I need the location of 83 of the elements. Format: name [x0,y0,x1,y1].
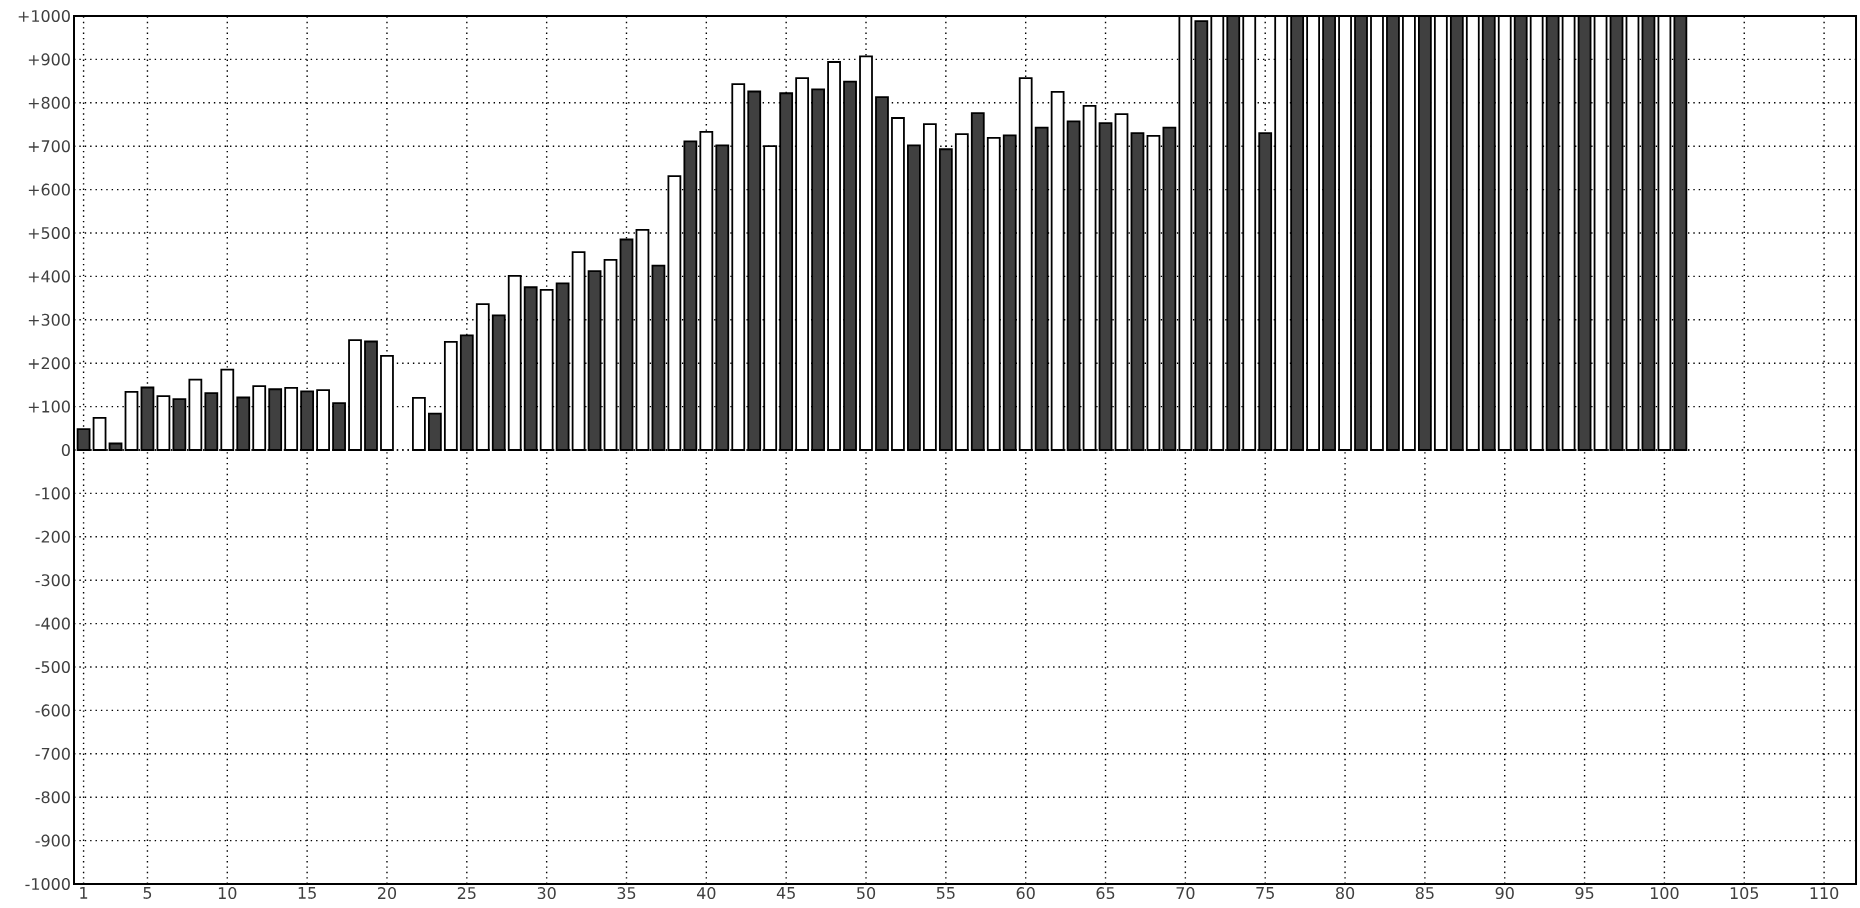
x-tick-label: 25 [457,887,476,900]
y-tick-label: +700 [28,140,70,153]
x-tick-label: 100 [1650,887,1679,900]
bar [954,133,969,451]
bar [427,412,442,451]
x-tick-label: 65 [1096,887,1115,900]
bar [443,341,458,451]
x-tick-label: 55 [936,887,955,899]
x-tick-label: 30 [537,887,556,900]
bar [843,80,857,451]
bar [507,275,522,451]
bar [779,92,794,451]
y-tick-label: -100 [35,487,70,500]
y-tick-label: -600 [35,704,70,717]
y-tick-label: 0 [61,443,70,457]
bar [412,397,426,451]
x-tick-label: 40 [696,887,716,900]
y-tick-label: -800 [35,791,70,804]
y-tick-label: +300 [28,313,70,326]
bar [938,148,953,451]
bar [795,77,810,451]
y-tick-label: -700 [35,747,70,760]
y-tick-label: +600 [28,183,70,196]
bar [539,288,554,451]
bar [763,145,778,451]
bar [859,55,873,451]
x-tick-label: 90 [1495,887,1514,900]
bar [922,123,937,451]
x-tick-label: 60 [1016,887,1035,900]
bar [284,387,299,451]
y-tick-label: -400 [35,617,70,630]
x-tick-label: 35 [617,887,636,900]
bar [1018,77,1033,451]
x-tick-label: 50 [857,887,876,900]
bar [986,137,1001,451]
y-tick-label: +900 [28,53,70,66]
bar [555,282,570,451]
y-tick-label: +800 [28,96,70,109]
bar [811,88,825,451]
x-tick-label: 110 [1810,887,1839,900]
bar [300,390,315,451]
bar [523,286,538,451]
bar [364,340,378,451]
y-tick-label: +1000 [18,9,70,23]
y-tick-label: +100 [28,400,70,413]
bar [875,96,889,451]
bar [475,303,490,451]
bar [332,402,346,451]
y-tick-label: -1000 [25,877,70,891]
bar [380,354,394,451]
x-tick-label: 45 [776,887,795,899]
bar [252,385,267,451]
y-tick-label: +200 [28,357,70,370]
bar [459,334,474,451]
y-tick-label: +500 [28,226,70,240]
bar [1002,134,1017,451]
x-tick-label: 80 [1336,887,1355,900]
y-tick-label: +400 [28,270,70,283]
x-tick-label: 5 [143,887,152,899]
y-tick-label: -900 [35,834,70,847]
x-tick-label: 15 [298,887,316,899]
x-tick-label: 70 [1176,887,1195,900]
y-tick-label: -500 [35,660,70,674]
bar [1050,91,1065,451]
x-tick-label: 85 [1415,887,1434,900]
y-tick-label: -300 [35,574,70,587]
bar [891,117,905,451]
bar [268,388,283,451]
x-tick-label: 105 [1730,887,1759,900]
bar [827,61,841,451]
x-tick-label: 95 [1575,887,1594,900]
bar [1258,132,1273,451]
x-tick-label: 20 [377,887,397,900]
x-tick-label: 10 [218,887,237,900]
x-tick-label: 75 [1256,887,1274,899]
y-tick-label: -200 [35,530,70,543]
bar [348,339,362,451]
bar [1034,126,1049,451]
x-tick-label: 1 [80,887,88,899]
bar [316,389,330,451]
bar [491,314,506,451]
bar [970,112,985,451]
bar [907,144,921,451]
